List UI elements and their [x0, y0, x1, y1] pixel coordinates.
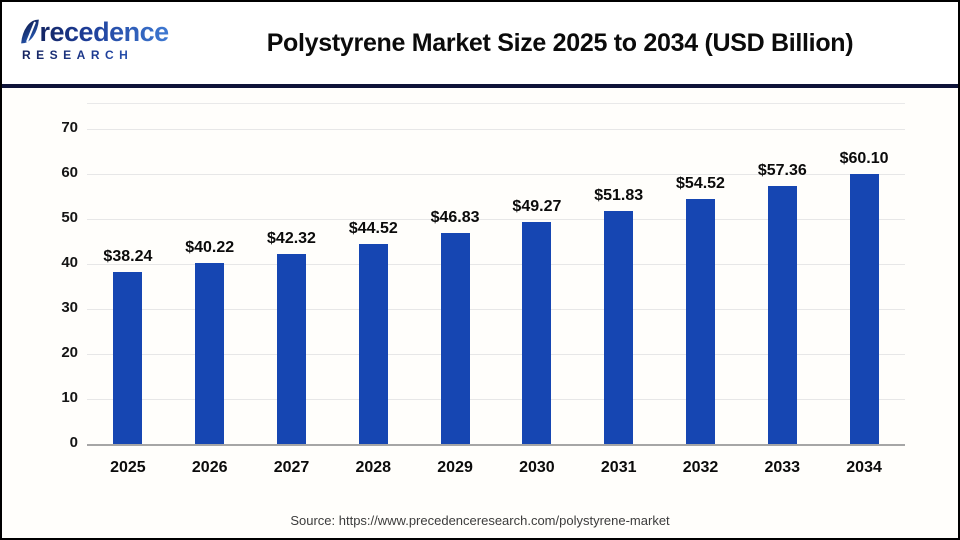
- brand-bottom: RESEARCH: [22, 48, 172, 62]
- x-tick-label: 2028: [355, 459, 392, 476]
- header: Precedence RESEARCH Polystyrene Market S…: [2, 2, 958, 88]
- bar-2031: [604, 210, 634, 444]
- gridline: [87, 354, 905, 355]
- y-tick-label: 40: [61, 254, 78, 271]
- x-tick-label: 2030: [519, 459, 555, 476]
- gridline: [87, 399, 905, 400]
- x-tick-label: 2025: [110, 459, 146, 476]
- bar-value-label: $54.52: [676, 174, 725, 192]
- bar-value-label: $60.10: [839, 149, 889, 167]
- bar-value-label: $46.83: [430, 209, 480, 227]
- bar-2025: [113, 271, 143, 444]
- x-tick-label: 2033: [764, 459, 801, 476]
- bar-2028: [358, 243, 388, 444]
- bar-2032: [686, 198, 715, 444]
- bar-value-label: $44.52: [348, 219, 398, 237]
- bar-value-label: $40.22: [185, 239, 235, 256]
- x-tick-label: 2027: [273, 459, 310, 476]
- y-tick-label: 70: [61, 119, 78, 136]
- y-tick-label: 60: [61, 164, 78, 181]
- x-tick-label: 2032: [682, 459, 719, 476]
- x-tick-label: 2026: [191, 459, 228, 476]
- bar-2030: [522, 222, 552, 444]
- bar-value-label: $38.24: [103, 247, 153, 265]
- chart: $38.24 $40.22 $42.32 $44.52 $46.83 $49.27 $51.…: [2, 92, 958, 504]
- bar-2033: [767, 185, 797, 444]
- y-tick-label: 20: [61, 344, 78, 361]
- gridline: [87, 309, 905, 310]
- gridline: [87, 129, 905, 130]
- bar-value-label: $49.27: [512, 198, 562, 216]
- bar-value-label: $42.32: [267, 229, 316, 247]
- bar-2034: [849, 173, 879, 444]
- bar-2027: [277, 253, 306, 444]
- x-tick-label: 2031: [600, 459, 637, 476]
- gridline: [87, 264, 905, 265]
- bar-2026: [195, 263, 225, 444]
- title-wrap: Polystyrene Market Size 2025 to 2034 (US…: [172, 2, 948, 84]
- precedence-research-logo: Precedence RESEARCH: [22, 17, 172, 63]
- x-tick-label: 2029: [437, 459, 473, 476]
- page-title: Polystyrene Market Size 2025 to 2034 (US…: [266, 28, 854, 57]
- y-tick-label: 30: [61, 299, 78, 316]
- bar-value-label: $57.36: [757, 161, 807, 179]
- leaf-icon: P: [22, 17, 40, 47]
- y-tick-label: 50: [61, 209, 78, 226]
- x-tick-label: 2034: [846, 459, 882, 476]
- gridline: [87, 174, 905, 175]
- y-tick-label: 0: [69, 434, 78, 451]
- source-text: Source: https://www.precedenceresearch.c…: [290, 513, 670, 528]
- brand-top: Precedence: [22, 17, 170, 47]
- bar-2029: [440, 233, 470, 444]
- bar-value-label: $51.83: [594, 186, 644, 204]
- plot-area: $38.24 $40.22 $42.32 $44.52 $46.83 $49.27 $51.…: [87, 103, 905, 446]
- gridline: [87, 219, 905, 220]
- y-tick-label: 10: [61, 389, 78, 406]
